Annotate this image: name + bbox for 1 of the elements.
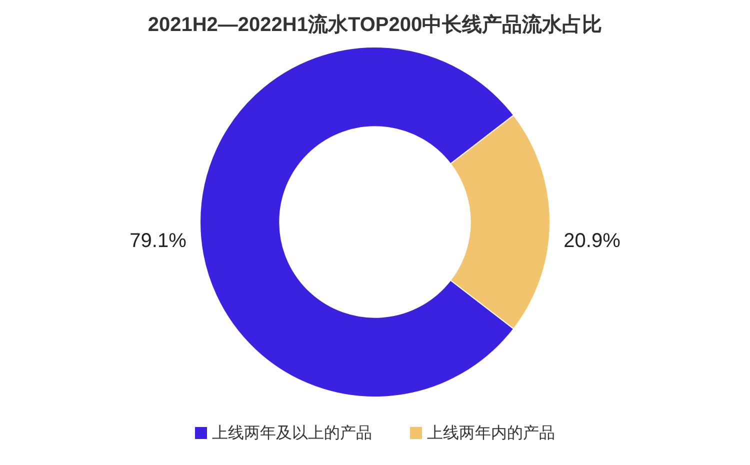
title: 2021H2—2022H1流水TOP200中长线产品流水占比 <box>148 14 602 36</box>
